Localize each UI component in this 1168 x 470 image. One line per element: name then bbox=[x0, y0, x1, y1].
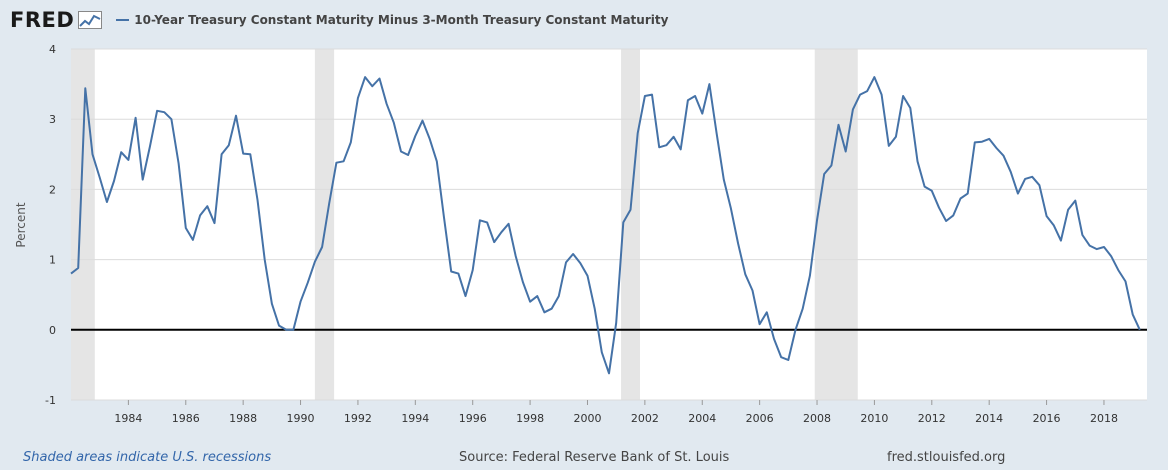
source-credit: Source: Federal Reserve Bank of St. Loui… bbox=[459, 450, 730, 465]
header: FRED 10-Year Treasury Constant Maturity … bbox=[10, 6, 668, 34]
recession-band bbox=[621, 49, 640, 400]
legend-swatch bbox=[116, 19, 130, 21]
x-tick-label: 1990 bbox=[287, 412, 315, 425]
y-tick-label: 1 bbox=[49, 254, 56, 267]
x-tick-label: 2016 bbox=[1033, 412, 1061, 425]
series-layer bbox=[70, 76, 1141, 375]
x-tick-label: 2008 bbox=[803, 412, 831, 425]
x-tick-label: 1992 bbox=[344, 412, 372, 425]
legend-label: 10-Year Treasury Constant Maturity Minus… bbox=[134, 13, 669, 27]
plot-area bbox=[71, 49, 1147, 400]
x-tick-label: 2000 bbox=[573, 412, 601, 425]
x-tick-label: 2010 bbox=[860, 412, 888, 425]
x-tick-label: 1996 bbox=[459, 412, 487, 425]
y-tick-label: 3 bbox=[49, 113, 56, 126]
x-tick-label: 2014 bbox=[975, 412, 1003, 425]
series-line bbox=[70, 76, 1141, 375]
recession-note: Shaded areas indicate U.S. recessions bbox=[23, 450, 272, 465]
x-tick-label: 2006 bbox=[746, 412, 774, 425]
chart-line-icon bbox=[78, 11, 103, 29]
recession-band bbox=[314, 49, 335, 400]
x-tick-label: 1994 bbox=[401, 412, 429, 425]
y-tick-label: -1 bbox=[45, 394, 56, 407]
recession-band bbox=[814, 49, 858, 400]
y-tick-label: 4 bbox=[49, 43, 56, 56]
x-tick-label: 2018 bbox=[1090, 412, 1118, 425]
x-tick-label: 1984 bbox=[114, 412, 142, 425]
x-tick-label: 1998 bbox=[516, 412, 544, 425]
source-url[interactable]: fred.stlouisfed.org bbox=[887, 450, 1006, 465]
y-axis: -1 0 1 2 3 4 bbox=[45, 43, 56, 407]
x-tick-label: 2002 bbox=[631, 412, 659, 425]
x-tick-label: 1986 bbox=[172, 412, 200, 425]
x-axis: 1984 1986 1988 1990 1992 1994 1996 1998 2000 2002… bbox=[114, 400, 1118, 425]
y-tick-label: 0 bbox=[49, 324, 56, 337]
x-tick-label: 1988 bbox=[229, 412, 257, 425]
recession-band bbox=[71, 49, 95, 400]
recession-shading bbox=[71, 49, 858, 400]
y-axis-title: Percent bbox=[14, 202, 28, 247]
y-tick-label: 2 bbox=[49, 183, 56, 196]
x-tick-label: 2012 bbox=[918, 412, 946, 425]
fred-logo[interactable]: FRED bbox=[10, 8, 75, 32]
gridlines bbox=[71, 48, 1147, 401]
legend[interactable]: 10-Year Treasury Constant Maturity Minus… bbox=[116, 13, 668, 27]
x-tick-label: 2004 bbox=[688, 412, 716, 425]
